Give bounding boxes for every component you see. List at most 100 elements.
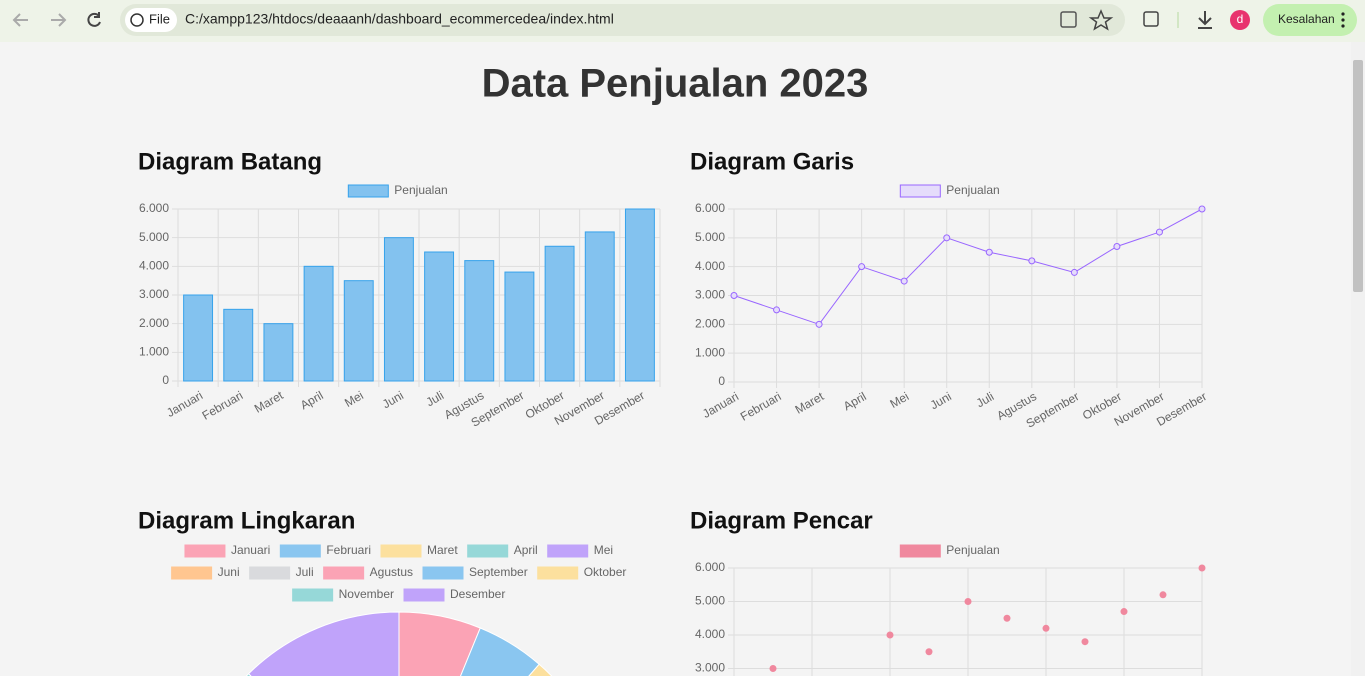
address-bar[interactable] <box>120 4 1125 36</box>
bookmark-icon[interactable] <box>1088 9 1114 31</box>
downloads-icon[interactable] <box>1198 11 1212 29</box>
line-point <box>730 292 738 299</box>
legend-label: November <box>339 587 394 601</box>
legend-label: Penjualan <box>946 183 999 197</box>
legend-label: Penjualan <box>946 543 999 557</box>
legend-swatch <box>171 566 213 580</box>
y-tick-label: 6.000 <box>139 201 169 215</box>
x-tick-label: Juni <box>928 389 954 412</box>
line-point <box>773 306 781 314</box>
scatter-point <box>1042 624 1050 632</box>
y-tick-label: 2.000 <box>139 316 169 330</box>
legend-swatch <box>899 544 941 558</box>
profile-avatar[interactable] <box>1230 10 1250 30</box>
page-title: Data Penjualan 2023 <box>482 62 869 106</box>
legend-swatch <box>249 566 291 580</box>
line-point <box>1070 268 1078 276</box>
x-tick-label: Maret <box>793 389 827 417</box>
x-tick-label: Februari <box>738 389 784 423</box>
line-point <box>1028 257 1036 265</box>
legend-swatch <box>292 588 334 602</box>
legend-swatch <box>323 566 365 580</box>
line-point <box>1113 242 1121 250</box>
back-button[interactable] <box>12 13 28 27</box>
legend-swatch <box>547 544 589 558</box>
x-tick-label: Juli <box>974 389 997 410</box>
pie-slice <box>528 663 553 676</box>
scatter-point <box>1003 614 1011 622</box>
pie-slice <box>247 611 400 676</box>
scatter-point <box>1081 638 1089 646</box>
scheme: File <box>149 11 170 26</box>
y-tick-label: 1.000 <box>139 345 169 359</box>
bar <box>223 308 254 382</box>
y-tick-label: 6.000 <box>695 560 725 574</box>
bar <box>624 208 655 382</box>
line-point <box>858 263 866 271</box>
error-label: Kesalahan <box>1278 12 1335 26</box>
legend-swatch <box>537 566 579 580</box>
scatter-point <box>1159 591 1167 599</box>
error-button[interactable] <box>1263 4 1357 36</box>
x-tick-label: Juni <box>380 388 406 411</box>
x-tick-label: Februari <box>200 388 246 422</box>
legend-label: Penjualan <box>394 183 447 197</box>
legend-swatch <box>279 544 321 558</box>
legend-swatch <box>347 184 389 198</box>
bar <box>464 260 495 382</box>
y-tick-label: 0 <box>162 373 169 387</box>
legend-swatch <box>380 544 422 558</box>
y-tick-label: 1.000 <box>695 345 725 359</box>
y-tick-label: 5.000 <box>695 594 725 608</box>
legend-label: Oktober <box>584 565 627 579</box>
menu-icon[interactable] <box>1341 12 1345 28</box>
y-tick-label: 5.000 <box>139 230 169 244</box>
extensions-icon[interactable] <box>1143 11 1159 27</box>
scatter-point <box>769 665 777 672</box>
y-tick-label: 4.000 <box>139 259 169 273</box>
chart-title: Diagram Batang <box>138 148 322 175</box>
bar <box>544 245 575 382</box>
x-tick-label: April <box>841 389 869 413</box>
bar <box>424 251 455 382</box>
y-tick-label: 3.000 <box>695 661 725 675</box>
reload-button[interactable] <box>87 12 101 27</box>
y-tick-label: 0 <box>718 374 725 388</box>
bar <box>303 265 334 382</box>
legend-label: Maret <box>427 543 458 557</box>
line-point <box>943 234 951 242</box>
bar <box>383 237 414 382</box>
line-series <box>733 208 1203 325</box>
legend-swatch <box>467 544 509 558</box>
line-point <box>815 320 823 328</box>
translate-icon[interactable] <box>1060 11 1077 28</box>
legend-label: Februari <box>326 543 371 557</box>
legend-label: Juni <box>218 565 240 579</box>
legend-swatch <box>184 544 226 558</box>
y-tick-label: 6.000 <box>695 201 725 215</box>
x-tick-label: Mei <box>342 388 366 410</box>
content: Diagram Batang Penjualan 0 1.000 2.000 3.000 4… <box>138 148 1209 676</box>
legend-label: September <box>469 565 528 579</box>
legend-label: Desember <box>450 587 505 601</box>
line-point <box>900 277 908 285</box>
scatter-point <box>1198 564 1206 572</box>
info-icon <box>130 13 144 27</box>
scatter-point <box>964 598 972 605</box>
legend-label: April <box>514 543 538 557</box>
scroll-thumb[interactable] <box>1353 60 1363 292</box>
legend-label: Mei <box>594 543 613 557</box>
scatter-point <box>1120 608 1128 616</box>
scatter-point <box>886 631 894 639</box>
chart-title: Diagram Lingkaran <box>138 507 355 534</box>
y-tick-label: 3.000 <box>695 288 725 302</box>
forward-button[interactable] <box>51 13 67 27</box>
x-tick-label: Juli <box>424 388 447 409</box>
legend-swatch <box>422 566 464 580</box>
chart-title: Diagram Pencar <box>690 507 873 534</box>
x-tick-label: Januari <box>164 388 205 420</box>
legend-label: Agustus <box>370 565 413 579</box>
bar <box>343 280 374 382</box>
legend-label: Januari <box>231 543 270 557</box>
